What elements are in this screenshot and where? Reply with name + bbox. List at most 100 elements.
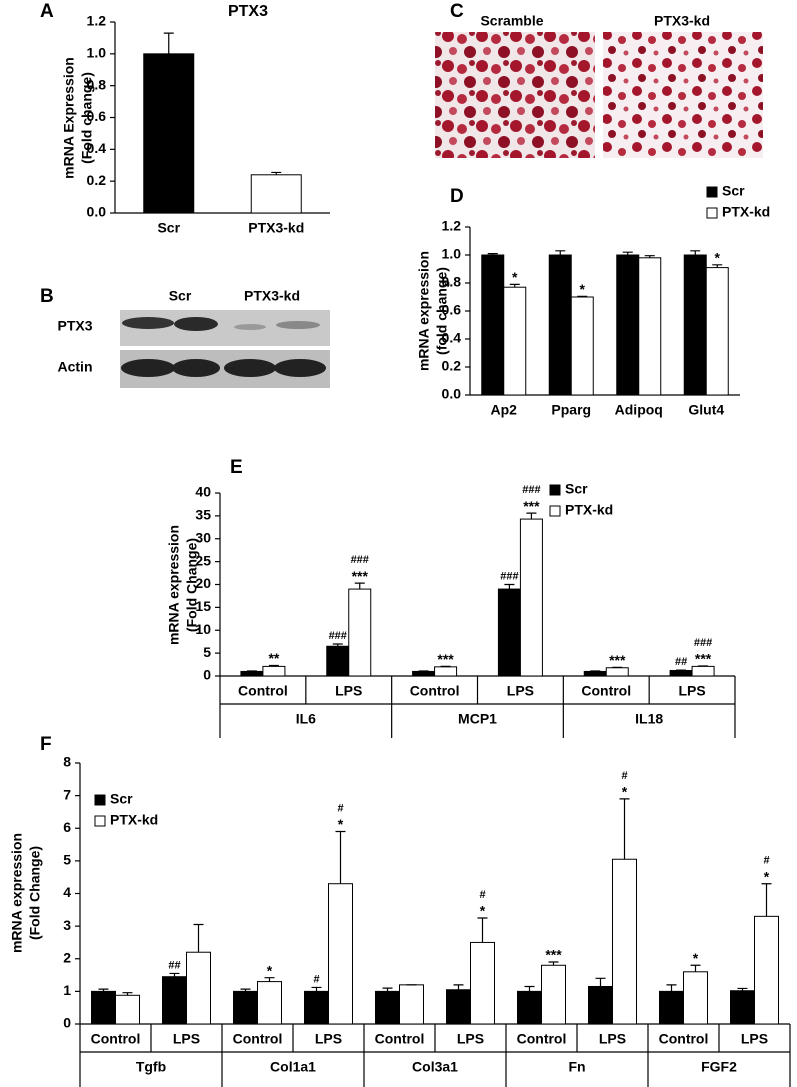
y-axis-label: (Fold Change) bbox=[184, 538, 200, 632]
y-tick-label: 0 bbox=[63, 1015, 71, 1031]
significance-star: * bbox=[764, 868, 770, 884]
y-tick-label: 15 bbox=[195, 598, 211, 614]
error-bar bbox=[666, 984, 677, 992]
x-tick-label: LPS bbox=[678, 683, 705, 699]
x-tick-label: Control bbox=[581, 683, 631, 699]
group-label: IL6 bbox=[296, 711, 316, 727]
x-tick-label: LPS bbox=[315, 1031, 342, 1047]
x-tick-label: LPS bbox=[335, 683, 362, 699]
error-bar bbox=[595, 977, 606, 987]
y-tick-label: 0.0 bbox=[442, 386, 462, 402]
micrograph-image bbox=[435, 32, 595, 158]
y-tick-label: 10 bbox=[195, 621, 211, 637]
y-tick-label: 5 bbox=[203, 644, 211, 660]
significance-hash: ## bbox=[168, 959, 180, 971]
x-tick-label: LPS bbox=[173, 1031, 200, 1047]
y-tick-label: 0.2 bbox=[87, 172, 107, 188]
error-bar bbox=[690, 964, 701, 972]
x-tick-label: Control bbox=[517, 1031, 567, 1047]
error-bar bbox=[271, 171, 282, 175]
y-axis-label: mRNA expression bbox=[9, 833, 25, 953]
y-tick-label: 30 bbox=[195, 529, 211, 545]
bar bbox=[570, 296, 594, 396]
bar bbox=[143, 53, 195, 214]
error-bar bbox=[555, 250, 566, 255]
significance-star: *** bbox=[545, 947, 562, 963]
bar bbox=[497, 588, 521, 677]
y-tick-label: 0.8 bbox=[442, 274, 462, 290]
group-label: Col3a1 bbox=[412, 1059, 458, 1075]
y-tick-label: 1 bbox=[63, 982, 71, 998]
bar bbox=[517, 990, 542, 1025]
bar bbox=[683, 254, 707, 396]
significance-star: * bbox=[512, 269, 518, 285]
bar bbox=[705, 267, 729, 396]
bar bbox=[412, 670, 436, 677]
error-bar bbox=[98, 988, 109, 992]
y-tick-label: 20 bbox=[195, 575, 211, 591]
bar bbox=[548, 254, 572, 396]
panel-letter: A bbox=[40, 1, 54, 22]
legend-swatch bbox=[94, 794, 106, 806]
legend-label: PTX-kd bbox=[565, 502, 613, 518]
error-bar bbox=[504, 583, 515, 590]
bar bbox=[233, 990, 258, 1025]
bar bbox=[326, 645, 350, 677]
significance-star: * bbox=[580, 281, 586, 297]
significance-hash: # bbox=[621, 770, 627, 782]
bar bbox=[162, 976, 187, 1025]
bar bbox=[348, 588, 372, 677]
bar bbox=[616, 254, 640, 396]
image-label: PTX3-kd bbox=[654, 13, 710, 29]
row-label: Actin bbox=[58, 359, 93, 375]
y-tick-label: 1.0 bbox=[442, 246, 462, 262]
legend-label: Scr bbox=[110, 791, 133, 807]
error-bar bbox=[577, 295, 588, 297]
bar bbox=[519, 518, 543, 677]
error-bar bbox=[354, 582, 365, 590]
significance-hash: ### bbox=[351, 554, 369, 566]
bar bbox=[304, 990, 329, 1025]
x-tick-label: Scr bbox=[157, 220, 180, 236]
significance-hash: # bbox=[479, 889, 485, 901]
x-tick-label: Ap2 bbox=[491, 402, 518, 418]
y-tick-label: 0 bbox=[203, 667, 211, 683]
significance-star: * bbox=[338, 816, 344, 832]
error-bar bbox=[169, 972, 180, 977]
image-label: Scramble bbox=[480, 13, 543, 29]
group-label: MCP1 bbox=[458, 711, 497, 727]
legend-swatch bbox=[706, 186, 718, 198]
y-tick-label: 35 bbox=[195, 507, 211, 523]
panel-letter: B bbox=[40, 286, 54, 307]
bar bbox=[250, 174, 302, 214]
y-axis-label: mRNA Expression bbox=[61, 57, 77, 179]
significance-star: * bbox=[480, 903, 486, 919]
error-bar bbox=[622, 251, 633, 255]
y-tick-label: 40 bbox=[195, 484, 211, 500]
significance-hash: # bbox=[763, 855, 769, 867]
legend-label: PTX-kd bbox=[722, 204, 770, 220]
bar bbox=[240, 670, 264, 677]
panel-letter: D bbox=[450, 186, 464, 207]
significance-star: *** bbox=[523, 498, 540, 514]
legend-swatch bbox=[706, 207, 718, 219]
x-tick-label: Control bbox=[659, 1031, 709, 1047]
error-bar bbox=[163, 32, 174, 54]
bar bbox=[754, 915, 779, 1025]
error-bar bbox=[526, 512, 537, 520]
error-bar bbox=[761, 883, 772, 917]
panel-letter: C bbox=[450, 1, 464, 22]
error-bar bbox=[453, 984, 464, 990]
bar bbox=[683, 971, 708, 1025]
bar bbox=[481, 254, 505, 396]
error-bar bbox=[477, 917, 488, 943]
bar bbox=[375, 990, 400, 1025]
error-bar bbox=[548, 961, 559, 966]
y-tick-label: 0.2 bbox=[442, 358, 462, 374]
error-bar bbox=[644, 255, 655, 258]
micrograph-image bbox=[603, 32, 763, 158]
significance-hash: # bbox=[313, 973, 319, 985]
significance-hash: ## bbox=[675, 656, 687, 668]
significance-hash: ### bbox=[500, 570, 518, 582]
bar bbox=[262, 665, 286, 677]
